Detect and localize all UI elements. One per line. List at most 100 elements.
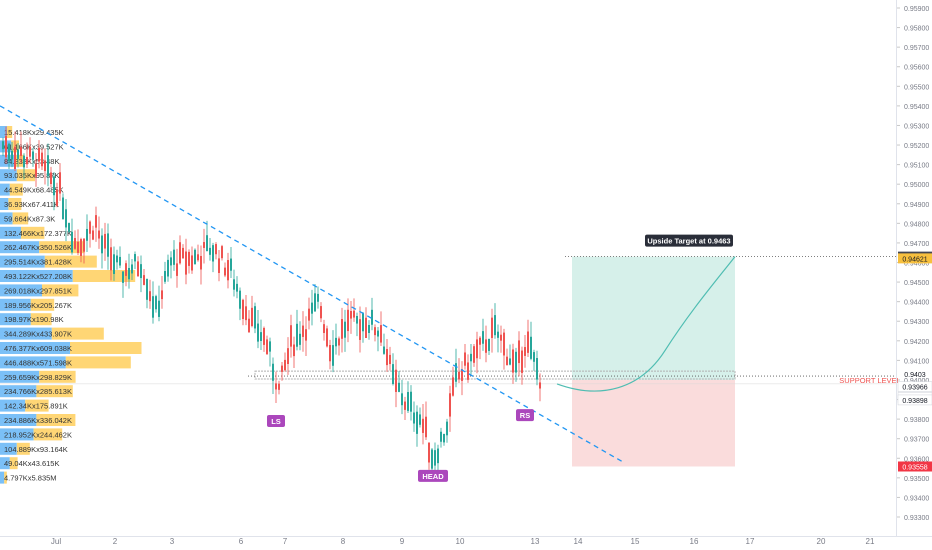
- y-tick-label: 0.93400: [904, 495, 929, 502]
- y-tick-label: 0.95100: [904, 163, 929, 170]
- volume-bar-buy: [0, 198, 9, 210]
- candle-body: [164, 271, 166, 282]
- candle-body: [203, 242, 205, 248]
- candle-body: [74, 238, 76, 249]
- candle-body: [152, 296, 154, 318]
- candle-body: [539, 382, 541, 389]
- volume-bar-buy: [0, 154, 14, 167]
- candle-body: [209, 247, 211, 255]
- candle-body: [98, 230, 100, 239]
- volume-bar-sell: [65, 356, 131, 369]
- price-badge-bg: [898, 461, 932, 472]
- volume-bar-buy: [0, 255, 45, 268]
- pattern-label: LS: [271, 417, 281, 426]
- candle-body: [167, 259, 169, 277]
- candle-body: [284, 359, 286, 371]
- volume-bar-sell: [33, 428, 63, 441]
- volume-profile-label: 344.289Kx433.907K: [4, 330, 72, 339]
- candle-body: [380, 325, 382, 343]
- candle-body: [95, 215, 97, 228]
- candle-body: [428, 442, 430, 463]
- candle-body: [113, 254, 115, 274]
- x-tick-label: 9: [400, 537, 405, 546]
- candle-body: [131, 264, 133, 274]
- candle-body: [503, 332, 505, 356]
- candle-body: [107, 233, 109, 257]
- candle-body: [518, 340, 520, 364]
- candle-body: [335, 337, 337, 347]
- candle-body: [530, 336, 532, 359]
- y-tick-label: 0.95500: [904, 84, 929, 91]
- candle-body: [473, 346, 475, 363]
- candle-body: [80, 239, 82, 256]
- candle-body: [56, 189, 58, 206]
- x-tick-label: 17: [746, 537, 755, 546]
- y-tick-label: 0.94900: [904, 202, 929, 209]
- candle-body: [533, 352, 535, 362]
- candle-body: [128, 267, 130, 280]
- candle-body: [77, 241, 79, 253]
- price-badge-bg: [897, 394, 932, 406]
- volume-bar-sell: [9, 457, 18, 470]
- candle-body: [263, 327, 265, 345]
- volume-bar-buy: [0, 399, 26, 412]
- candle-body: [512, 349, 514, 373]
- pattern-label-bg: [267, 415, 285, 428]
- candle-body: [488, 338, 490, 351]
- candle-body: [398, 382, 400, 392]
- candle-body: [326, 328, 328, 347]
- candle-body: [374, 327, 376, 336]
- candle-body: [260, 332, 262, 341]
- candle-body: [53, 176, 55, 196]
- candle-body: [392, 364, 394, 385]
- volume-profile-label: 476.377Kx609.038K: [4, 344, 72, 353]
- candle-body: [185, 251, 187, 275]
- candle-body: [341, 319, 343, 339]
- candle-body: [365, 317, 367, 339]
- x-tick-label: 7: [283, 537, 288, 546]
- candle-body: [311, 302, 313, 314]
- candle-body: [155, 296, 157, 310]
- candle-body: [44, 160, 46, 172]
- candle-body: [197, 254, 199, 261]
- candle-body: [233, 279, 235, 290]
- volume-profile-label: 4.797Kx5.835M: [4, 474, 57, 483]
- candle-body: [50, 172, 52, 185]
- candle-body: [524, 347, 526, 356]
- candle-body: [188, 251, 190, 266]
- volume-bar-buy: [0, 298, 31, 311]
- candle-body: [302, 325, 304, 337]
- candle-body: [11, 150, 13, 160]
- candle-body: [92, 230, 94, 240]
- candle-body: [86, 228, 88, 241]
- candle-body: [407, 392, 409, 411]
- candle-body: [320, 306, 322, 319]
- volume-bar-buy: [0, 471, 5, 484]
- volume-bar-sell: [4, 471, 7, 484]
- candle-body: [125, 263, 127, 276]
- candle-body: [116, 255, 118, 263]
- candle-body: [83, 238, 85, 252]
- volume-profile-label: 259.659Kx298.829K: [4, 373, 72, 382]
- volume-bar-buy: [0, 428, 34, 441]
- volume-profile-label: 234.886Kx336.042K: [4, 416, 72, 425]
- y-tick-label: 0.95900: [904, 6, 929, 13]
- y-tick-label: 0.95200: [904, 143, 929, 150]
- candle-body: [191, 255, 193, 271]
- candle-body: [89, 221, 91, 234]
- candle-body: [182, 247, 184, 259]
- volume-bar-sell: [12, 212, 29, 225]
- volume-bar-buy: [0, 212, 13, 225]
- volume-profile-label: 269.018Kx297.851K: [4, 286, 72, 295]
- volume-bar-buy: [0, 327, 52, 340]
- candle-body: [509, 358, 511, 365]
- candle-body: [146, 278, 148, 300]
- candle-body: [35, 163, 37, 177]
- candle-body: [20, 147, 22, 156]
- candle-body: [386, 349, 388, 366]
- candle-body: [257, 323, 259, 342]
- candle-body: [110, 247, 112, 271]
- y-tick-label: 0.94600: [904, 261, 929, 268]
- target-zone: [572, 256, 735, 380]
